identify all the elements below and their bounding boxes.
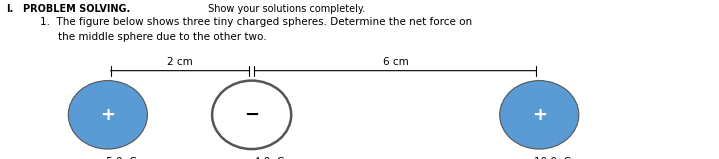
Text: 6 cm: 6 cm [383,57,408,67]
Text: 2 cm: 2 cm [167,57,193,67]
Text: q₁ = 5.0μC: q₁ = 5.0μC [80,157,136,159]
Ellipse shape [212,81,291,149]
Text: +: + [532,106,546,124]
Text: PROBLEM SOLVING.: PROBLEM SOLVING. [23,3,130,14]
Text: q₂ = −4.0μC: q₂ = −4.0μC [219,157,284,159]
Text: I.: I. [6,3,13,14]
Text: Show your solutions completely.: Show your solutions completely. [205,3,365,14]
Ellipse shape [500,81,579,149]
Text: q₃ = 10.0μC: q₃ = 10.0μC [508,157,571,159]
Text: the middle sphere due to the other two.: the middle sphere due to the other two. [58,32,266,42]
Text: +: + [101,106,115,124]
Text: 1.  The figure below shows three tiny charged spheres. Determine the net force o: 1. The figure below shows three tiny cha… [40,17,472,27]
Text: −: − [244,106,260,124]
Ellipse shape [68,81,147,149]
